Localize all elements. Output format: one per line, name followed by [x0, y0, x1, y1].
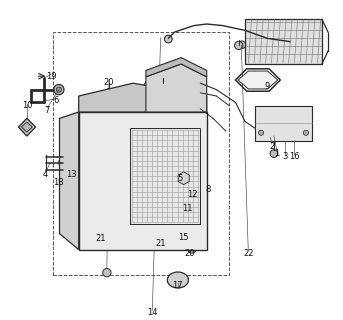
- Circle shape: [106, 88, 112, 94]
- Text: 21: 21: [155, 239, 166, 248]
- Ellipse shape: [167, 272, 188, 288]
- Text: 13: 13: [66, 170, 76, 179]
- Text: 20: 20: [185, 249, 195, 258]
- Text: 22: 22: [243, 249, 253, 258]
- Bar: [255, 106, 312, 141]
- Text: 4: 4: [43, 170, 48, 179]
- Circle shape: [59, 157, 70, 168]
- Bar: [155, 93, 176, 102]
- Text: 15: 15: [178, 233, 188, 242]
- Polygon shape: [79, 83, 207, 112]
- Circle shape: [181, 98, 191, 107]
- Polygon shape: [19, 118, 35, 136]
- Text: 14: 14: [147, 308, 157, 317]
- Text: 3: 3: [283, 152, 288, 161]
- Circle shape: [259, 130, 264, 135]
- Text: 18: 18: [54, 178, 64, 187]
- Text: 17: 17: [172, 281, 183, 290]
- Text: 10: 10: [22, 101, 32, 110]
- Polygon shape: [130, 128, 200, 224]
- Text: 12: 12: [187, 190, 198, 199]
- Text: 2: 2: [269, 142, 274, 151]
- Circle shape: [164, 35, 172, 43]
- Polygon shape: [59, 112, 79, 250]
- Circle shape: [238, 41, 246, 49]
- Bar: [69, 159, 80, 166]
- Circle shape: [179, 174, 188, 182]
- Polygon shape: [238, 71, 278, 89]
- Polygon shape: [21, 122, 32, 132]
- Text: 8: 8: [205, 185, 210, 194]
- Circle shape: [159, 83, 165, 89]
- Circle shape: [188, 245, 196, 253]
- Polygon shape: [146, 58, 207, 77]
- Circle shape: [191, 109, 197, 115]
- Circle shape: [175, 71, 187, 83]
- Text: 20: 20: [104, 78, 114, 87]
- Circle shape: [103, 268, 111, 277]
- Polygon shape: [79, 112, 207, 250]
- Bar: [53, 32, 229, 275]
- Text: 19: 19: [46, 72, 56, 81]
- Text: 21: 21: [96, 234, 106, 243]
- Text: 7: 7: [45, 106, 50, 115]
- Circle shape: [170, 82, 176, 88]
- Polygon shape: [143, 74, 191, 96]
- Circle shape: [62, 160, 67, 165]
- Text: 9: 9: [265, 82, 270, 91]
- Circle shape: [165, 76, 181, 93]
- Text: 11: 11: [181, 204, 192, 213]
- Polygon shape: [146, 64, 207, 112]
- Bar: [173, 69, 191, 82]
- Bar: [245, 19, 322, 64]
- Circle shape: [54, 84, 64, 95]
- Circle shape: [270, 150, 278, 157]
- Circle shape: [159, 71, 187, 98]
- Circle shape: [56, 87, 61, 92]
- Circle shape: [303, 130, 308, 135]
- Polygon shape: [178, 172, 189, 185]
- Circle shape: [235, 41, 243, 50]
- Text: 16: 16: [289, 152, 300, 161]
- Text: 6: 6: [54, 96, 59, 105]
- Text: 5: 5: [178, 174, 183, 183]
- Text: 1: 1: [274, 149, 280, 158]
